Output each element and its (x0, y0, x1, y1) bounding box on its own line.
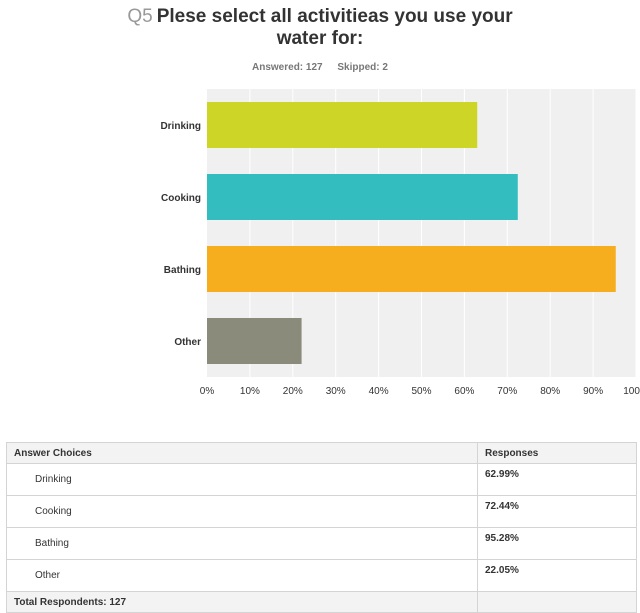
row-response: 22.05% (477, 559, 637, 592)
x-tick-label: 60% (454, 386, 474, 397)
footer-empty-cell (477, 591, 637, 613)
row-response: 62.99% (477, 463, 637, 496)
x-tick-label: 0% (200, 386, 215, 397)
x-tick-label: 30% (326, 386, 346, 397)
x-tick-label: 80% (540, 386, 560, 397)
y-category-label: Drinking (160, 121, 201, 132)
skipped-count: Skipped: 2 (337, 62, 388, 73)
table-row: Other 22.05% (6, 559, 637, 592)
bar-drinking (207, 102, 478, 148)
row-choice: Bathing (6, 527, 478, 560)
table-row: Drinking 62.99% (6, 463, 637, 496)
x-tick-label: 90% (583, 386, 603, 397)
row-choice: Other (6, 559, 478, 592)
question-number: Q5 (127, 6, 153, 27)
question-text-line1: Plese select all activitieas you use you… (156, 6, 513, 27)
table-header-row: Answer Choices Responses (6, 442, 637, 464)
row-choice: Drinking (6, 463, 478, 496)
y-category-label: Bathing (164, 265, 201, 276)
bar-cooking (207, 174, 518, 220)
x-tick-label: 20% (283, 386, 303, 397)
row-response: 72.44% (477, 495, 637, 528)
x-tick-label: 10% (240, 386, 260, 397)
response-stats: Answered: 127 Skipped: 2 (0, 62, 640, 73)
answered-count: Answered: 127 (252, 62, 323, 73)
x-tick-label: 100% (623, 386, 640, 397)
responses-table: Answer Choices Responses Drinking 62.99%… (6, 442, 637, 613)
table-row: Bathing 95.28% (6, 527, 637, 560)
header-answer-choices: Answer Choices (6, 442, 478, 464)
x-tick-label: 50% (411, 386, 431, 397)
question-title: Q5 Plese select all activitieas you use y… (0, 6, 640, 50)
total-respondents: Total Respondents: 127 (6, 591, 478, 613)
bar-bathing (207, 246, 616, 292)
row-response: 95.28% (477, 527, 637, 560)
table-row: Cooking 72.44% (6, 495, 637, 528)
table-footer-row: Total Respondents: 127 (6, 591, 637, 613)
x-tick-label: 40% (369, 386, 389, 397)
y-category-label: Other (174, 337, 201, 348)
bar-chart: 0% 10% 20% 30% 40% 50% 60% 70% 80% 90% 100% Drinkin… (160, 89, 640, 397)
bar-other (207, 318, 302, 364)
question-text-line2: water for: (276, 28, 364, 49)
x-tick-label: 70% (497, 386, 517, 397)
y-category-label: Cooking (161, 193, 201, 204)
header-responses: Responses (477, 442, 637, 464)
row-choice: Cooking (6, 495, 478, 528)
